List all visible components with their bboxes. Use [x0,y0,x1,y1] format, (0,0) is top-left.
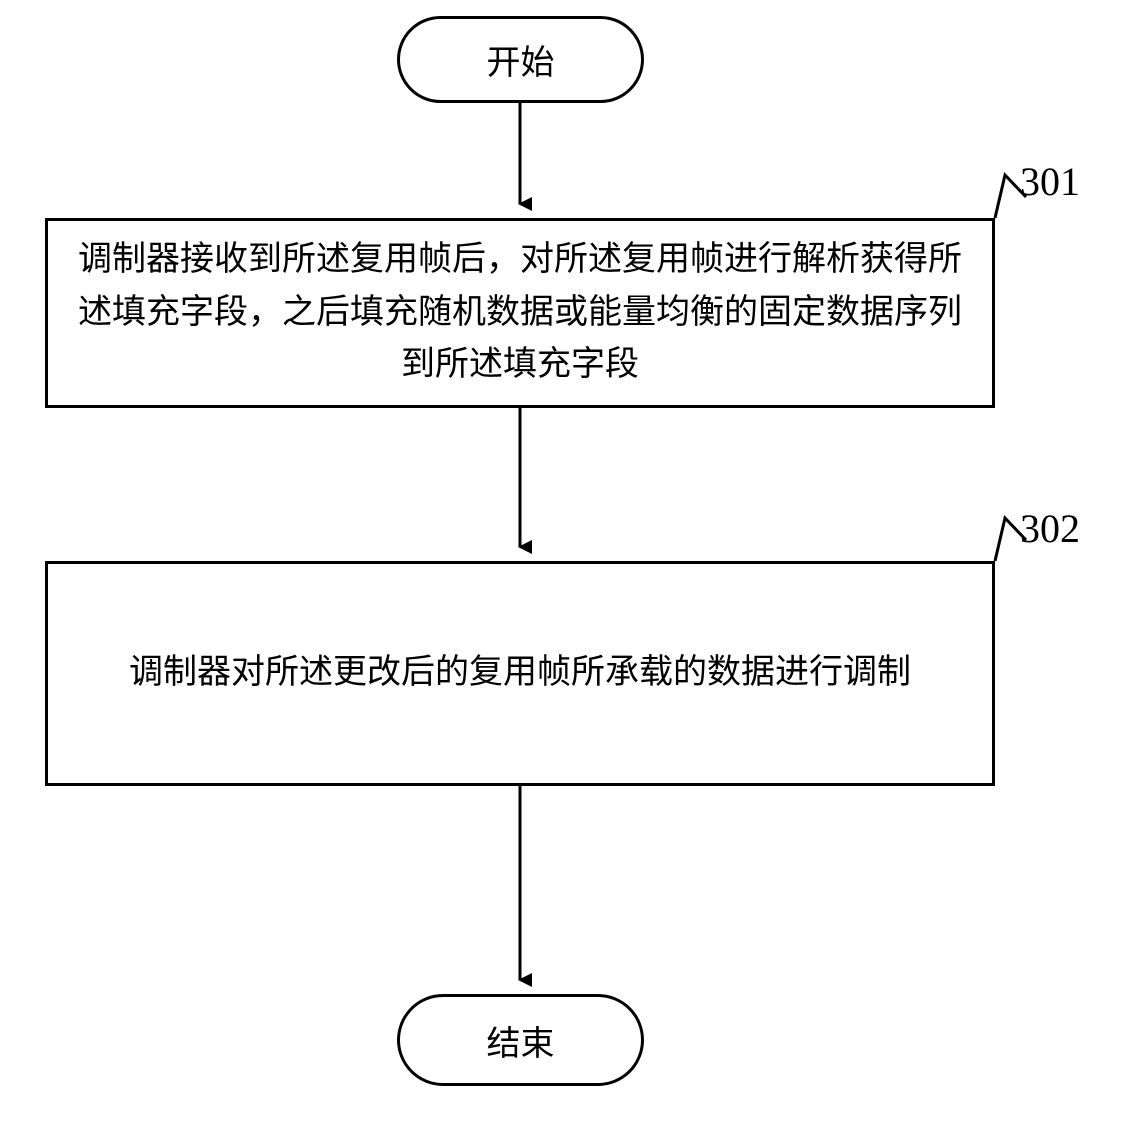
start-label: 开始 [487,35,555,84]
ref-label-301: 301 [1020,158,1080,205]
end-node: 结束 [397,994,644,1086]
ref-label-302: 302 [1020,505,1080,552]
end-label: 结束 [487,1016,555,1065]
start-node: 开始 [397,16,644,103]
process-node-302: 调制器对所述更改后的复用帧所承载的数据进行调制 [45,561,995,786]
flowchart-canvas: 开始 调制器接收到所述复用帧后，对所述复用帧进行解析获得所述填充字段，之后填充随… [0,0,1121,1125]
process-node-301: 调制器接收到所述复用帧后，对所述复用帧进行解析获得所述填充字段，之后填充随机数据… [45,218,995,408]
process-302-text: 调制器对所述更改后的复用帧所承载的数据进行调制 [129,647,911,700]
process-301-text: 调制器接收到所述复用帧后，对所述复用帧进行解析获得所述填充字段，之后填充随机数据… [66,234,974,392]
